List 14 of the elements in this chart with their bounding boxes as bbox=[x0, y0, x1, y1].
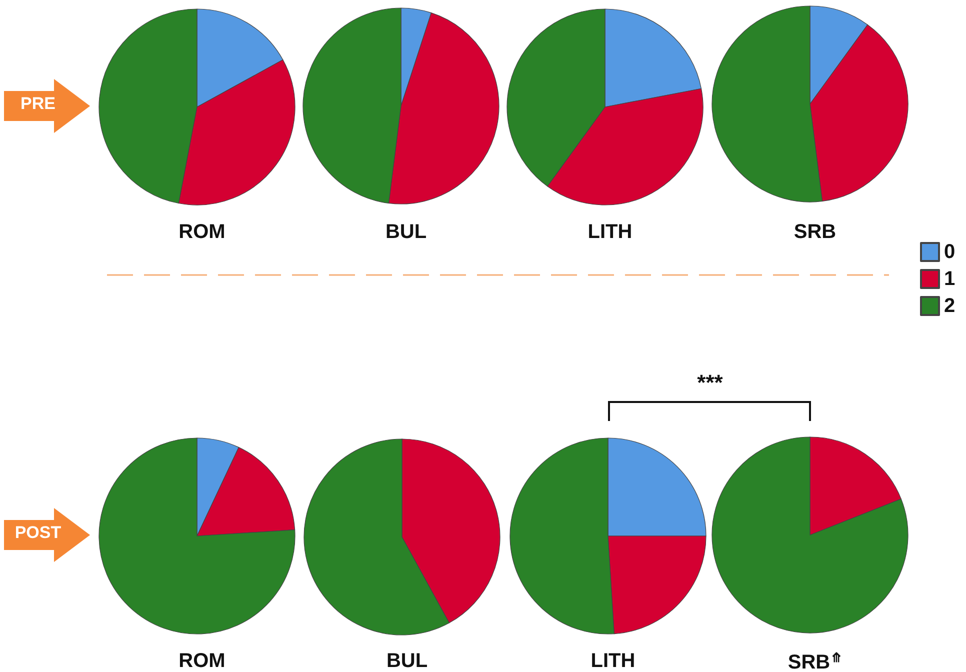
slice-label: LITH bbox=[590, 650, 636, 672]
slice-label: BUL bbox=[385, 221, 427, 243]
legend-label: 2 bbox=[944, 295, 956, 317]
legend-label: 0 bbox=[944, 241, 956, 263]
text: *** bbox=[696, 370, 724, 396]
slice-label: LITH bbox=[588, 221, 632, 243]
slice-label: SRB bbox=[794, 221, 836, 243]
slice-label: SRB⤊ bbox=[788, 650, 842, 672]
legend-label: 1 bbox=[944, 268, 956, 290]
slice-label: ROM bbox=[178, 221, 226, 243]
slice-label: BUL bbox=[386, 650, 428, 672]
text: PRE bbox=[20, 94, 56, 114]
slice-label: ROM bbox=[178, 650, 226, 672]
text: POST bbox=[14, 523, 62, 543]
